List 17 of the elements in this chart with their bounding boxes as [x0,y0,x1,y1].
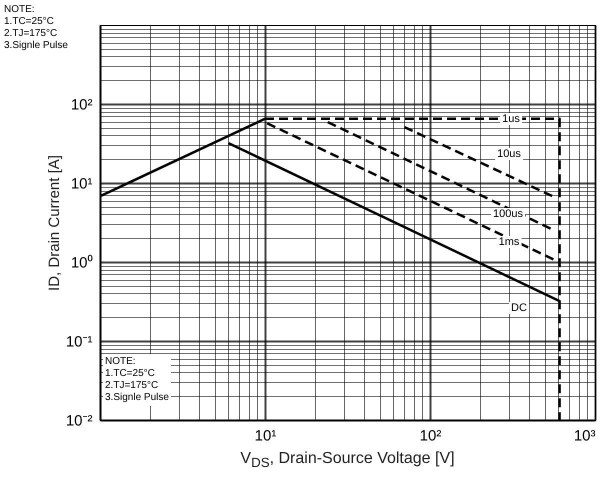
y-tick-label: 10⁰ [70,254,92,272]
x-tick-label: 10² [420,428,442,444]
annotation: 1ms [496,236,522,248]
annotation: 100us [491,208,525,220]
annotation: 1us [500,113,522,125]
y-tick-label: 10⁻² [66,412,92,430]
annotation: DC [509,302,529,314]
y-axis-title: ID, Drain Current [A] [46,155,63,291]
x-tick-label: 10³ [574,428,596,444]
annotation: 10us [495,148,523,160]
text: NOTE: 1.TC=25°C 2.TJ=175°C 3.Signle Pulse [2,2,70,54]
y-tick-label: 10² [70,96,92,114]
x-tick-label: 10¹ [254,428,276,444]
x-axis-title: V$_{DS}$, Drain-Source Voltage [V] [239,450,456,470]
y-tick-label: 10⁻¹ [66,334,92,350]
y-tick-label: 10¹ [70,176,92,192]
annotation: NOTE: 1.TC=25°C 2.TJ=175°C 3.Signle Pulse [103,354,171,406]
